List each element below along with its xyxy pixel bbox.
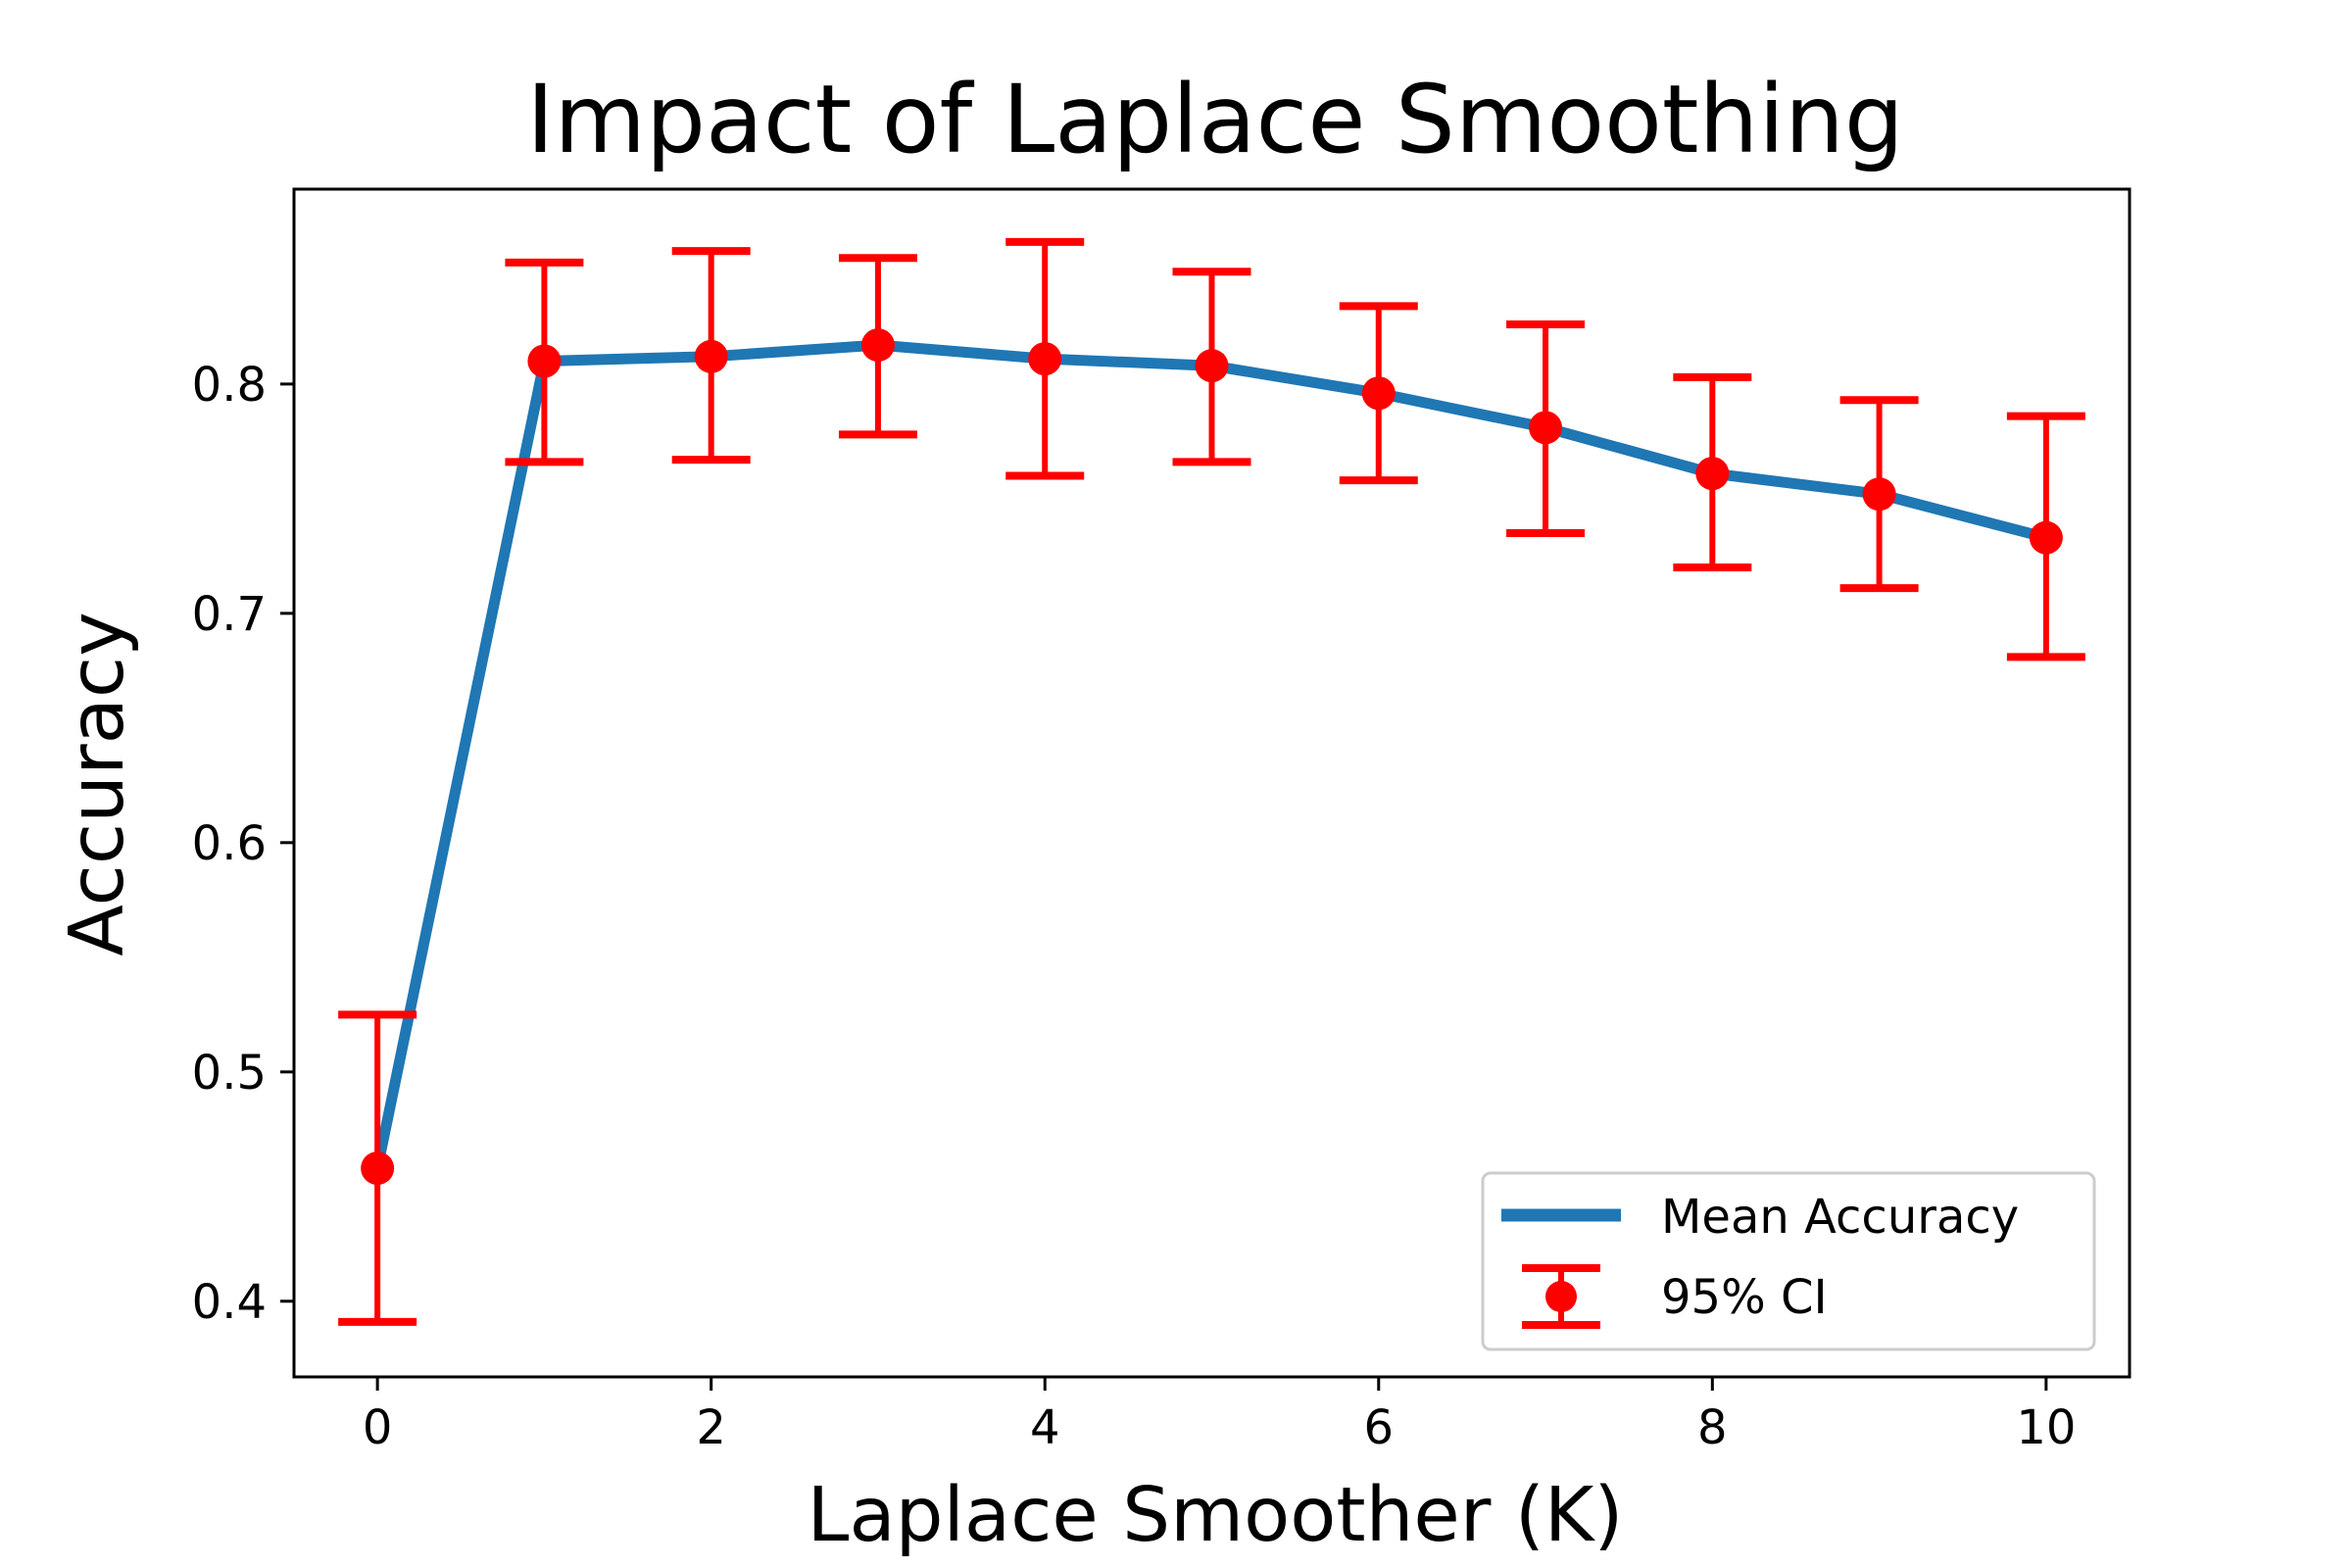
x-tick-label: 0 [363,1400,393,1455]
axis-ticks: 0 2 4 6 8 10 0.4 0.5 0.6 0.7 0.8 [192,358,2077,1455]
data-point-k-2 [694,339,728,373]
y-tick-label: 0.5 [192,1046,267,1101]
errorbar-k-5 [1172,268,1251,466]
errorbar-k-6 [1339,302,1418,485]
errorbar-k-1 [505,258,584,466]
data-point-k-1 [527,344,562,378]
errorbar-k-9 [1839,396,1919,593]
x-axis-label: Laplace Smoother (K) [808,1472,1624,1559]
legend-frame [1481,1171,2096,1351]
data-point-k-6 [1361,376,1396,411]
errorbar-k-3 [838,254,917,439]
data-point-k-9 [1862,477,1896,512]
errorbar-k-10 [2006,412,2085,662]
x-tick-label: 10 [2016,1400,2076,1455]
data-point-k-4 [1028,342,1062,376]
plot-frame [292,187,2132,1379]
plot-area [292,187,2132,1379]
errorbar-k-2 [671,247,751,465]
chart-title: Impact of Laplace Smoothing [526,65,1904,174]
y-tick-label: 0.4 [192,1275,267,1330]
errorbar-k-4 [1005,237,1085,480]
y-tick-label: 0.6 [192,816,267,871]
data-point-k-0 [361,1152,395,1186]
data-point-k-5 [1195,349,1229,383]
y-axis-label: Accuracy [54,612,141,956]
legend: Mean Accuracy 95% CI [1481,1171,2096,1351]
data-point-k-10 [2029,520,2063,555]
legend-mean-accuracy-label: Mean Accuracy [1661,1190,2019,1245]
legend-ci-swatch-marker [1545,1281,1577,1312]
data-point-k-7 [1529,411,1563,445]
x-tick-label: 4 [1030,1400,1060,1455]
legend-ci-label: 95% CI [1661,1270,1828,1325]
errorbar-k-0 [338,1010,417,1326]
x-tick-label: 6 [1363,1400,1394,1455]
errorbar-k-8 [1673,372,1752,572]
data-point-k-3 [860,328,895,363]
x-tick-label: 8 [1697,1400,1728,1455]
x-tick-label: 2 [696,1400,726,1455]
y-tick-label: 0.7 [192,587,267,642]
errorbar-k-7 [1506,320,1586,537]
data-point-k-8 [1695,457,1730,491]
y-tick-label: 0.8 [192,358,267,413]
